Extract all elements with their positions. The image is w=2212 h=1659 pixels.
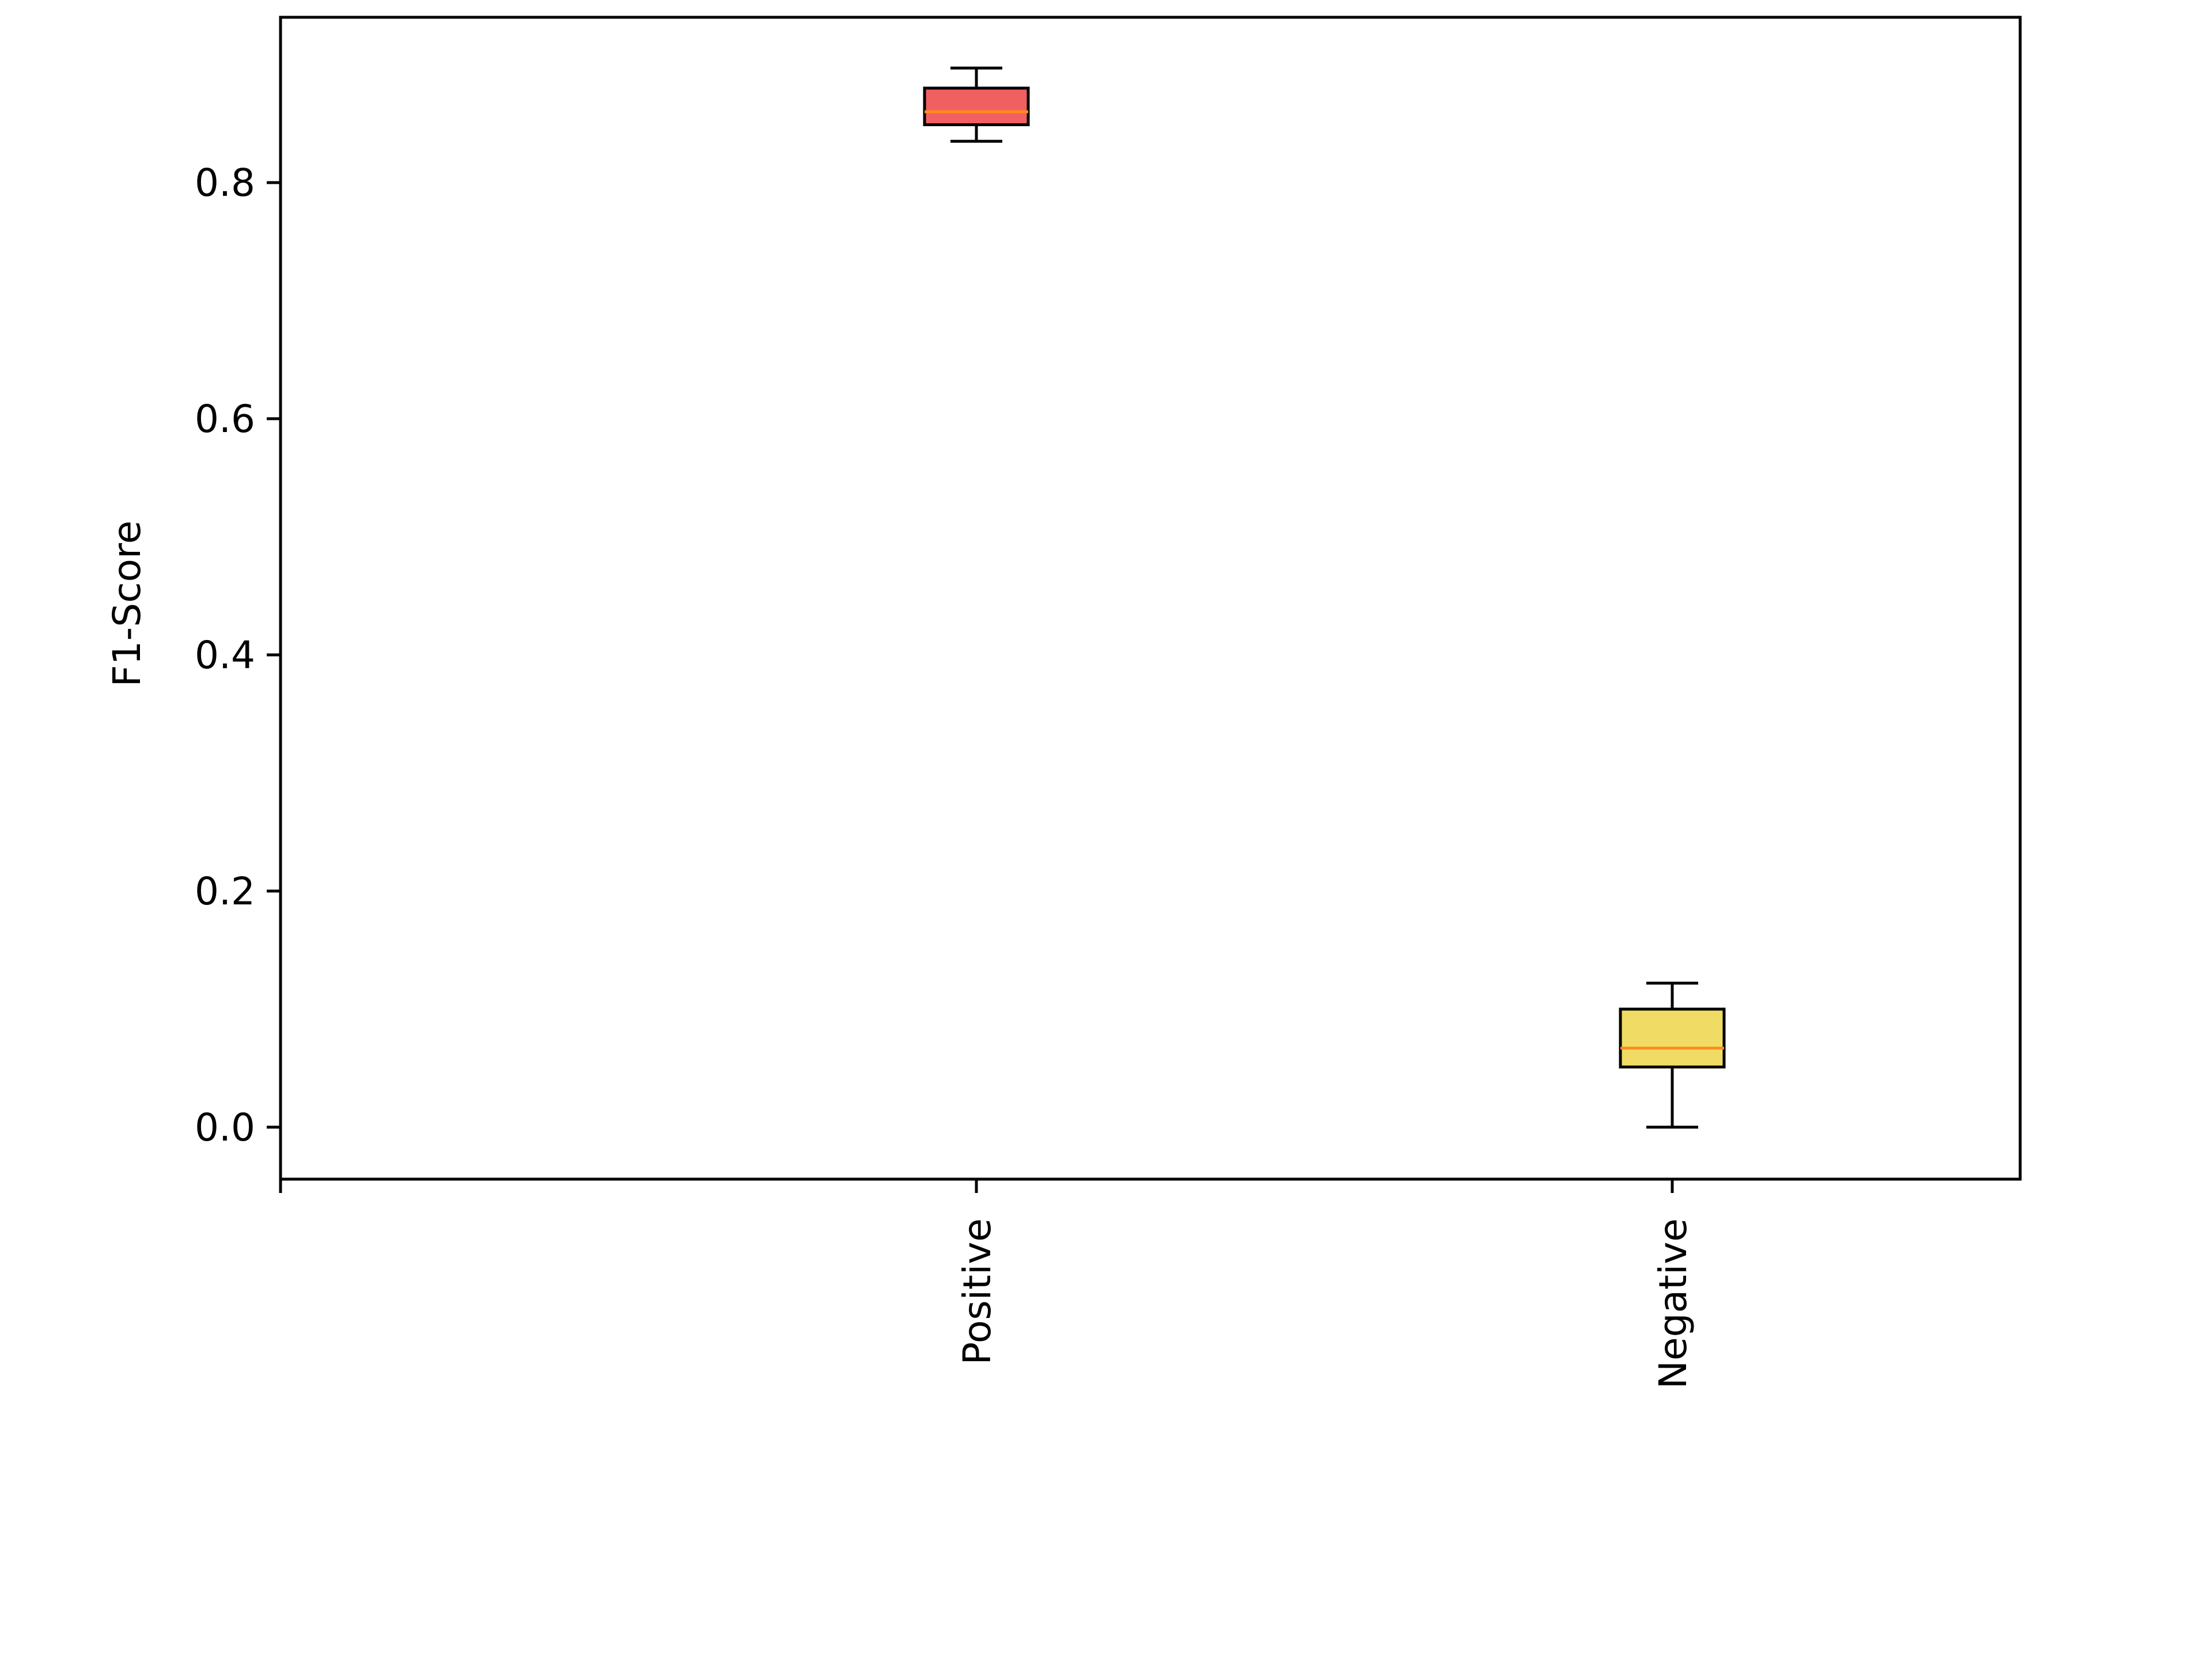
y-tick-label: 0.6 <box>195 397 255 441</box>
y-tick-label: 0.4 <box>195 633 255 677</box>
x-tick-label-negative: Negative <box>1651 1218 1695 1389</box>
plot-frame <box>279 16 2022 1181</box>
box-negative <box>1619 982 1726 1129</box>
box-body <box>1619 1007 1726 1069</box>
plot-content <box>923 66 1726 1129</box>
y-tick-label: 0.8 <box>195 161 255 205</box>
y-tick-label: 0.0 <box>195 1105 255 1150</box>
y-axis: 0.0 0.2 0.4 0.6 0.8 <box>195 161 281 1150</box>
box-body <box>923 86 1030 127</box>
y-axis-label: F1-Score <box>105 521 149 687</box>
x-axis: Positive Negative <box>279 1179 1695 1389</box>
x-tick-label-positive: Positive <box>955 1218 999 1365</box>
y-tick-label: 0.2 <box>195 869 255 914</box>
box-positive <box>923 66 1030 143</box>
